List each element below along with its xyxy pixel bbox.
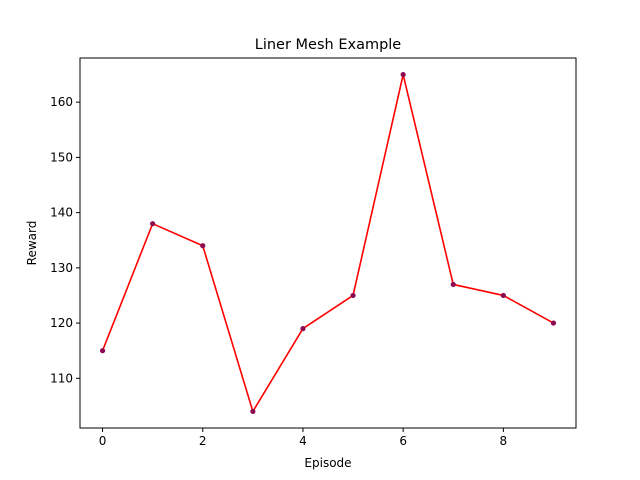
- data-point: [551, 321, 556, 326]
- y-tick-label: 120: [50, 316, 73, 330]
- x-tick-label: 8: [500, 434, 508, 448]
- chart-title: Liner Mesh Example: [255, 37, 402, 53]
- y-tick-label: 140: [50, 206, 73, 220]
- data-point: [301, 326, 306, 331]
- data-point: [251, 409, 256, 414]
- x-axis-label: Episode: [304, 456, 351, 470]
- data-point: [351, 293, 356, 298]
- y-tick-label: 150: [50, 150, 73, 164]
- data-point: [401, 72, 406, 77]
- x-tick-label: 0: [99, 434, 107, 448]
- y-tick-label: 160: [50, 95, 73, 109]
- data-point: [100, 348, 105, 353]
- y-tick-label: 130: [50, 261, 73, 275]
- y-tick-label: 110: [50, 371, 73, 385]
- data-point: [150, 221, 155, 226]
- plot-area: [80, 58, 576, 428]
- x-tick-label: 2: [199, 434, 207, 448]
- data-point: [451, 282, 456, 287]
- x-tick-label: 4: [299, 434, 307, 448]
- data-point: [200, 243, 205, 248]
- data-point: [501, 293, 506, 298]
- x-tick-label: 6: [399, 434, 407, 448]
- y-axis-label: Reward: [25, 221, 39, 266]
